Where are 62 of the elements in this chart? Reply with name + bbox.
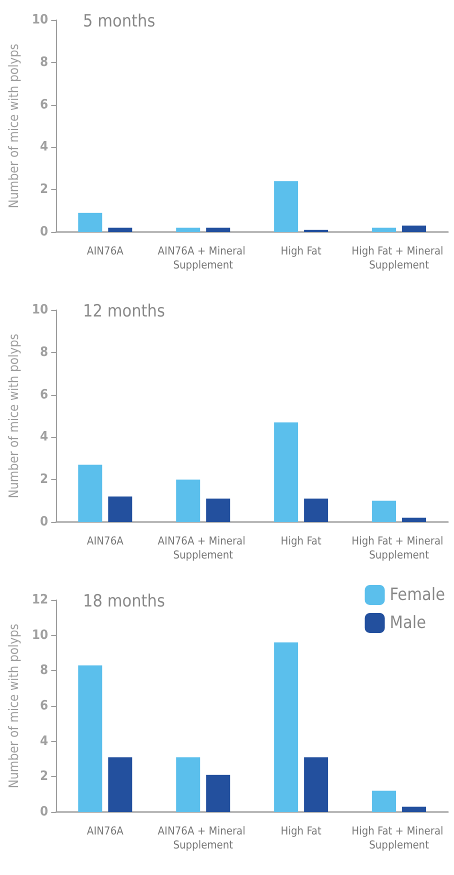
bar: [108, 757, 132, 812]
y-tick-label: 10: [32, 302, 48, 318]
y-axis-title: Number of mice with polyps: [7, 44, 22, 208]
bar: [206, 228, 230, 232]
bar: [206, 774, 230, 812]
x-tick-label: AIN76A: [86, 244, 124, 258]
bar: [78, 464, 102, 522]
bar: [78, 665, 102, 812]
bar: [176, 480, 200, 522]
x-tick-label: AIN76A: [86, 534, 124, 548]
y-tick-label: 4: [40, 430, 48, 445]
chart-title: 18 months: [83, 592, 165, 612]
bar: [304, 757, 328, 812]
bar: [274, 422, 298, 522]
x-tick-label: High Fat: [280, 244, 322, 258]
bar: [402, 518, 426, 522]
x-tick-label: AIN76A + Mineral Supplement: [158, 244, 248, 272]
x-tick-label: High Fat + Mineral Supplement: [352, 534, 446, 562]
y-tick-label: 0: [40, 224, 48, 240]
y-tick-label: 6: [40, 97, 48, 112]
legend-label: Female: [390, 585, 445, 605]
y-axis-title: Number of mice with polyps: [7, 334, 22, 498]
x-tick-label: AIN76A + Mineral Supplement: [158, 534, 248, 562]
y-tick-label: 6: [40, 387, 48, 402]
bar: [372, 228, 396, 232]
y-tick-label: 4: [40, 140, 48, 155]
bar: [274, 642, 298, 812]
bar: [206, 498, 230, 522]
y-tick-label: 2: [40, 182, 48, 198]
chart-title: 12 months: [83, 302, 165, 322]
x-tick-label: High Fat + Mineral Supplement: [352, 244, 446, 272]
bar: [304, 498, 328, 522]
y-tick-label: 8: [40, 54, 48, 70]
x-tick-label: High Fat: [280, 534, 322, 548]
bar: [372, 500, 396, 522]
bar: [274, 181, 298, 232]
y-tick-label: 8: [40, 663, 48, 678]
bar: [372, 790, 396, 812]
x-tick-label: AIN76A: [86, 824, 124, 838]
bar: [402, 226, 426, 232]
y-tick-label: 4: [40, 734, 48, 749]
y-axis-title: Number of mice with polyps: [7, 624, 22, 788]
x-tick-label: High Fat + Mineral Supplement: [352, 824, 446, 852]
x-tick-label: High Fat: [280, 824, 322, 838]
bar: [78, 212, 102, 232]
y-tick-label: 10: [32, 12, 48, 28]
bar: [402, 806, 426, 812]
y-tick-label: 0: [40, 804, 48, 820]
y-tick-label: 8: [40, 344, 48, 360]
legend-label: Male: [390, 613, 426, 633]
x-tick-label: AIN76A + Mineral Supplement: [158, 824, 248, 852]
y-tick-label: 0: [40, 514, 48, 530]
y-tick-label: 6: [40, 698, 48, 714]
bar: [108, 228, 132, 232]
bar: [176, 757, 200, 812]
y-tick-label: 10: [32, 628, 48, 643]
y-tick-label: 2: [40, 472, 48, 488]
bar: [176, 228, 200, 232]
y-tick-label: 12: [32, 592, 48, 608]
chart-title: 5 months: [83, 12, 156, 32]
bar: [108, 496, 132, 522]
y-tick-label: 2: [40, 769, 48, 784]
